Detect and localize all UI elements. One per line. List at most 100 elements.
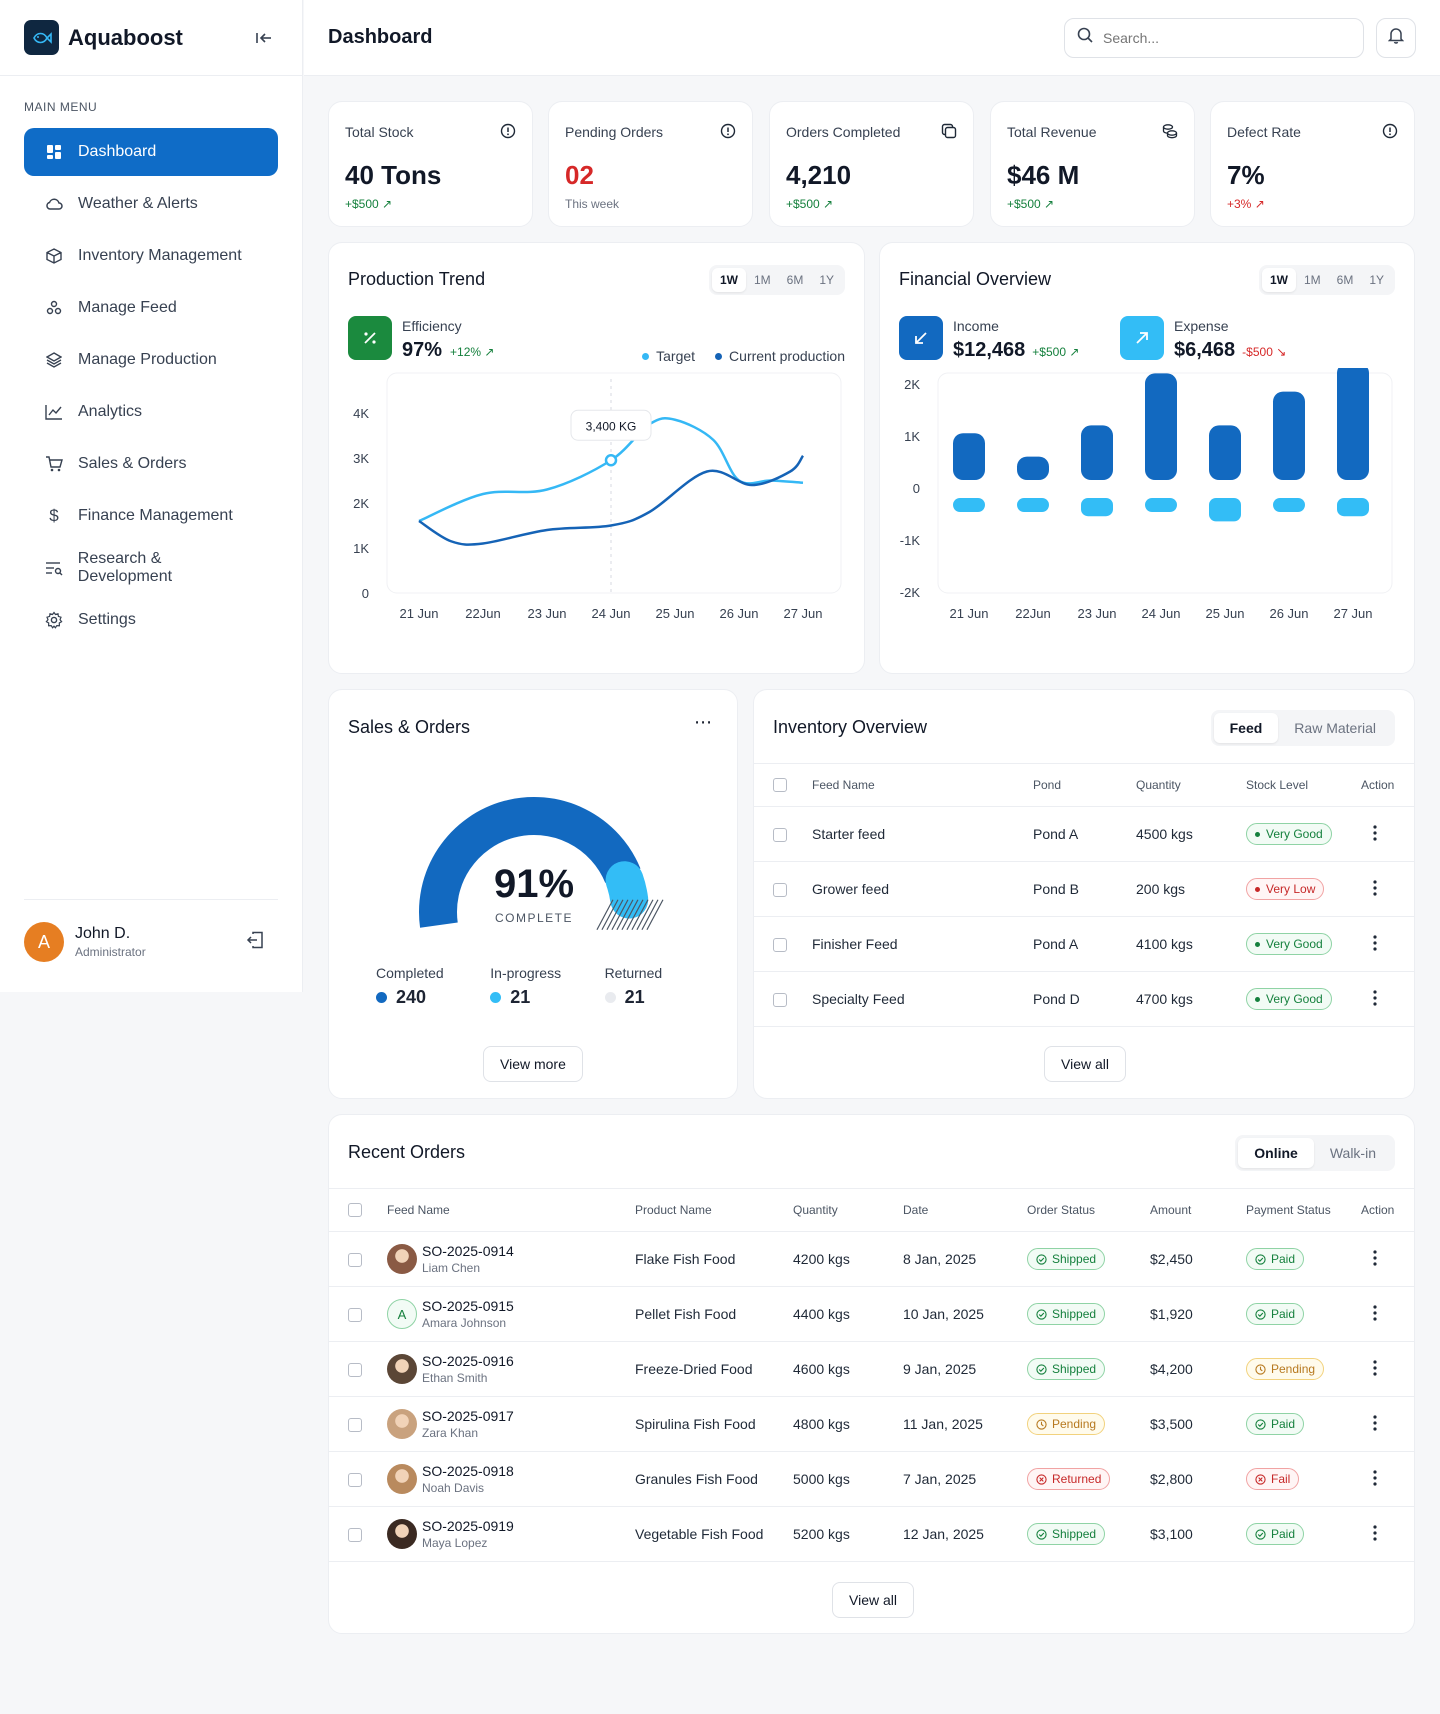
- range-tab-6m[interactable]: 6M: [1336, 273, 1354, 287]
- stock-level-badge: Very Good: [1246, 823, 1332, 845]
- table-row[interactable]: Specialty Feed Pond D 4700 kgs Very Good: [754, 971, 1414, 1027]
- row-checkbox[interactable]: [348, 1363, 362, 1378]
- table-row[interactable]: SO-2025-0917 Zara Khan Spirulina Fish Food…: [329, 1396, 1414, 1452]
- row-checkbox[interactable]: [348, 1473, 362, 1488]
- sidebar-item-analytics[interactable]: Analytics: [24, 388, 278, 436]
- inventory-tabs: Feed Raw Material: [1210, 710, 1395, 746]
- table-row[interactable]: Starter feed Pond A 4500 kgs Very Good: [754, 806, 1414, 862]
- select-all-checkbox[interactable]: [773, 778, 787, 793]
- search-input[interactable]: [1103, 29, 1343, 46]
- row-actions-kebab-icon[interactable]: [1367, 1304, 1383, 1324]
- expense-bar: [1337, 498, 1369, 517]
- sidebar-item-finance[interactable]: $ Finance Management: [24, 492, 278, 540]
- info-icon[interactable]: [500, 123, 516, 142]
- range-tab-1w[interactable]: 1W: [1261, 268, 1296, 292]
- logout-icon[interactable]: [246, 931, 264, 954]
- column-header: Quantity: [793, 1188, 903, 1232]
- target-series-line: [418, 416, 804, 523]
- sidebar-item-dashboard[interactable]: Dashboard: [24, 128, 278, 176]
- table-row[interactable]: Finisher Feed Pond A 4100 kgs Very Good: [754, 916, 1414, 972]
- hatch-line: [621, 899, 639, 931]
- row-checkbox[interactable]: [348, 1528, 362, 1543]
- hatch-line: [596, 899, 614, 931]
- range-tab-1m[interactable]: 1M: [1303, 273, 1321, 287]
- expense-bar: [1145, 498, 1177, 512]
- collapse-sidebar-icon[interactable]: [250, 24, 278, 52]
- row-actions-kebab-icon[interactable]: [1367, 934, 1383, 954]
- inventory-view-all-button[interactable]: View all: [1044, 1046, 1126, 1082]
- copy-icon[interactable]: [941, 123, 957, 142]
- row-actions-kebab-icon[interactable]: [1367, 989, 1383, 1009]
- range-tab-1y[interactable]: 1Y: [819, 273, 834, 287]
- view-more-button[interactable]: View more: [483, 1046, 583, 1082]
- sidebar-item-settings[interactable]: Settings: [24, 596, 278, 644]
- row-checkbox[interactable]: [773, 883, 787, 898]
- box-icon: [44, 246, 64, 266]
- column-header: Date: [903, 1188, 1027, 1232]
- table-row[interactable]: A SO-2025-0915 Amara Johnson Pellet Fish Fo…: [329, 1286, 1414, 1342]
- range-tab-1w[interactable]: 1W: [711, 268, 746, 292]
- sidebar-item-manage-production[interactable]: Manage Production: [24, 336, 278, 384]
- sidebar-item-inventory[interactable]: Inventory Management: [24, 232, 278, 280]
- coins-icon[interactable]: [1162, 123, 1178, 142]
- range-tab-6m[interactable]: 6M: [786, 273, 804, 287]
- sidebar: Aquaboost MAIN MENU Dashboard Weather & …: [0, 0, 303, 992]
- fish-logo-icon[interactable]: [24, 20, 59, 55]
- legend-label: Completed: [376, 965, 444, 981]
- row-actions-kebab-icon[interactable]: [1367, 1469, 1383, 1489]
- product-name: Vegetable Fish Food: [635, 1506, 793, 1562]
- tab-online[interactable]: Online: [1238, 1138, 1314, 1168]
- tab-walk-in[interactable]: Walk-in: [1329, 1145, 1376, 1161]
- row-checkbox[interactable]: [773, 993, 787, 1008]
- row-actions-kebab-icon[interactable]: [1367, 879, 1383, 899]
- notifications-button[interactable]: [1376, 17, 1416, 58]
- more-options-icon[interactable]: ⋯: [694, 712, 713, 732]
- row-actions-kebab-icon[interactable]: [1367, 1249, 1383, 1269]
- sidebar-item-research[interactable]: Research & Development: [24, 544, 278, 592]
- user-name: John D.: [75, 925, 131, 942]
- table-row[interactable]: SO-2025-0918 Noah Davis Granules Fish Food…: [329, 1451, 1414, 1507]
- row-checkbox[interactable]: [348, 1253, 362, 1268]
- range-tab-1m[interactable]: 1M: [753, 273, 771, 287]
- row-actions-kebab-icon[interactable]: [1367, 824, 1383, 844]
- table-row[interactable]: SO-2025-0916 Ethan Smith Freeze-Dried Food…: [329, 1341, 1414, 1397]
- select-all-checkbox[interactable]: [348, 1203, 362, 1218]
- stock-level-badge: Very Good: [1246, 988, 1332, 1010]
- tab-feed[interactable]: Feed: [1213, 713, 1279, 743]
- sidebar-item-weather[interactable]: Weather & Alerts: [24, 180, 278, 228]
- sidebar-item-sales-orders[interactable]: Sales & Orders: [24, 440, 278, 488]
- range-tab-1y[interactable]: 1Y: [1369, 273, 1384, 287]
- table-row[interactable]: Grower feed Pond B 200 kgs Very Low: [754, 861, 1414, 917]
- table-row[interactable]: SO-2025-0919 Maya Lopez Vegetable Fish Foo…: [329, 1506, 1414, 1562]
- row-actions-kebab-icon[interactable]: [1367, 1524, 1383, 1544]
- search-icon: [1077, 27, 1093, 48]
- row-checkbox[interactable]: [348, 1308, 362, 1323]
- y-tick-label: 2K: [904, 377, 920, 392]
- row-actions-kebab-icon[interactable]: [1367, 1414, 1383, 1434]
- sidebar-item-label: Finance Management: [78, 507, 233, 524]
- avatar: [387, 1244, 417, 1274]
- info-icon[interactable]: [720, 123, 736, 142]
- income-bar: [953, 433, 985, 480]
- amount: $2,800: [1150, 1451, 1246, 1507]
- orders-view-all-button[interactable]: View all: [832, 1582, 914, 1618]
- financial-overview-card: Financial Overview 1W 1M 6M 1Y Income $1…: [879, 242, 1415, 674]
- table-row[interactable]: SO-2025-0914 Liam Chen Flake Fish Food 4200…: [329, 1231, 1414, 1287]
- quantity: 4600 kgs: [793, 1341, 903, 1397]
- row-checkbox[interactable]: [773, 828, 787, 843]
- row-checkbox[interactable]: [773, 938, 787, 953]
- quantity: 4800 kgs: [793, 1396, 903, 1452]
- row-actions-kebab-icon[interactable]: [1367, 1359, 1383, 1379]
- sidebar-item-manage-feed[interactable]: Manage Feed: [24, 284, 278, 332]
- search-box[interactable]: [1064, 17, 1364, 58]
- x-tick-label: 27 Jun: [1333, 606, 1372, 621]
- row-checkbox[interactable]: [348, 1418, 362, 1433]
- stat-label: Total Stock: [345, 124, 414, 140]
- stat-card-defect-rate: Defect Rate 7% +3% ↗: [1210, 101, 1415, 227]
- info-icon[interactable]: [1382, 123, 1398, 142]
- arrow-down-left-icon: [899, 316, 943, 360]
- stock-level-badge: Very Low: [1246, 878, 1325, 900]
- user-profile[interactable]: A John D. Administrator: [24, 899, 278, 962]
- tab-raw-material[interactable]: Raw Material: [1294, 720, 1376, 736]
- quantity: 5200 kgs: [793, 1506, 903, 1562]
